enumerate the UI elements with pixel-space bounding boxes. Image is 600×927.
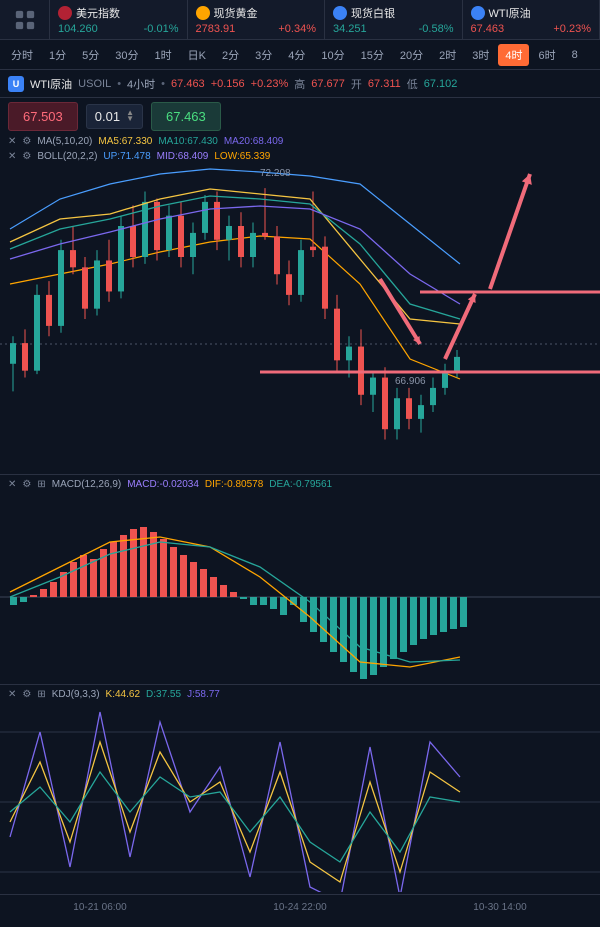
close-icon[interactable]: ✕ — [8, 479, 16, 490]
high-label: 高 — [294, 76, 305, 92]
kdj-k-value: K:44.62 — [106, 689, 140, 700]
macd-label: MACD(12,26,9) — [52, 479, 121, 490]
instrument-period: 4小时 — [127, 76, 155, 92]
open-value: 67.311 — [368, 78, 401, 90]
instrument-name[interactable]: WTI原油 — [30, 76, 72, 92]
macd-value: MACD:-0.02034 — [127, 479, 199, 490]
step-value: 0.01 — [95, 109, 120, 124]
expand-icon[interactable]: ⊞ — [37, 689, 45, 700]
step-arrows-icon[interactable]: ▲▼ — [126, 110, 134, 122]
timeframe-button[interactable]: 1分 — [42, 44, 73, 66]
app-grid-icon[interactable] — [0, 0, 50, 39]
timeframe-button[interactable]: 日K — [181, 44, 213, 66]
kdj-d-value: D:37.55 — [146, 689, 181, 700]
close-icon[interactable]: ✕ — [8, 151, 16, 162]
ticker-item[interactable]: 美元指数 104.260-0.01% — [50, 0, 188, 39]
kdj-j-value: J:58.77 — [187, 689, 220, 700]
grid-icon — [14, 9, 36, 31]
price-change-pct: +0.23% — [251, 78, 289, 90]
settings-icon[interactable]: ⚙ — [22, 151, 31, 162]
boll-indicator-row: ✕ ⚙ BOLL(20,2,2) UP:71.478 MID:68.409 LO… — [0, 149, 600, 164]
svg-text:72.208: 72.208 — [260, 168, 291, 179]
high-value: 67.677 — [311, 78, 345, 90]
time-label: 10-30 14:00 — [473, 902, 526, 913]
timeframe-button[interactable]: 4分 — [281, 44, 312, 66]
timeframe-button[interactable]: 20分 — [393, 44, 430, 66]
expand-icon[interactable]: ⊞ — [37, 479, 45, 490]
timeframe-button[interactable]: 5分 — [75, 44, 106, 66]
price-change: +0.156 — [211, 78, 245, 90]
instrument-info-bar: U WTI原油 USOIL • 4小时 • 67.463 +0.156 +0.2… — [0, 70, 600, 98]
timeframe-button[interactable]: 6时 — [531, 44, 562, 66]
timeframe-button[interactable]: 4时 — [498, 44, 529, 66]
timeframe-button[interactable]: 15分 — [354, 44, 391, 66]
timeframe-button[interactable]: 8 — [565, 46, 585, 64]
buy-price-box[interactable]: 67.463 — [151, 102, 221, 131]
ticker-item[interactable]: WTI原油 67.463+0.23% — [463, 0, 600, 39]
ticker-item[interactable]: 现货黄金 2783.91+0.34% — [188, 0, 326, 39]
ma-label: MA(5,10,20) — [37, 136, 92, 147]
ma-indicator-row: ✕ ⚙ MA(5,10,20) MA5:67.330 MA10:67.430 M… — [0, 134, 600, 149]
open-label: 开 — [351, 76, 362, 92]
price-input-row: 67.503 0.01 ▲▼ 67.463 — [0, 98, 600, 134]
step-box[interactable]: 0.01 ▲▼ — [86, 104, 143, 129]
settings-icon[interactable]: ⚙ — [22, 479, 31, 490]
timeframe-button[interactable]: 30分 — [108, 44, 145, 66]
boll-label: BOLL(20,2,2) — [37, 151, 97, 162]
ticker-item[interactable]: 现货白银 34.251-0.58% — [325, 0, 463, 39]
kdj-label: KDJ(9,3,3) — [52, 689, 100, 700]
timeframe-button[interactable]: 1时 — [148, 44, 179, 66]
close-icon[interactable]: ✕ — [8, 689, 16, 700]
low-label: 低 — [407, 76, 418, 92]
time-label: 10-21 06:00 — [73, 902, 126, 913]
boll-low-value: LOW:65.339 — [214, 151, 270, 162]
timeframe-button[interactable]: 2时 — [432, 44, 463, 66]
main-chart[interactable]: 72.208 66.906 — [0, 164, 600, 474]
time-axis: 10-21 06:00 10-24 22:00 10-30 14:00 — [0, 894, 600, 919]
low-value: 67.102 — [424, 78, 458, 90]
timeframe-button[interactable]: 10分 — [314, 44, 351, 66]
timeframe-button[interactable]: 分时 — [4, 44, 40, 66]
instrument-code: USOIL — [78, 78, 111, 90]
dea-value: DEA:-0.79561 — [269, 479, 332, 490]
timeframe-bar: 分时1分5分30分1时日K2分3分4分10分15分20分2时3时4时6时8 — [0, 40, 600, 70]
boll-up-value: UP:71.478 — [103, 151, 150, 162]
svg-text:66.906: 66.906 — [395, 376, 426, 387]
boll-mid-value: MID:68.409 — [157, 151, 209, 162]
timeframe-button[interactable]: 3时 — [465, 44, 496, 66]
ma20-value: MA20:68.409 — [224, 136, 284, 147]
kdj-panel[interactable]: ✕ ⚙ ⊞ KDJ(9,3,3) K:44.62 D:37.55 J:58.77 — [0, 684, 600, 894]
instrument-badge: U — [8, 76, 24, 92]
macd-panel[interactable]: ✕ ⚙ ⊞ MACD(12,26,9) MACD:-0.02034 DIF:-0… — [0, 474, 600, 684]
ma10-value: MA10:67.430 — [158, 136, 218, 147]
dif-value: DIF:-0.80578 — [205, 479, 263, 490]
close-icon[interactable]: ✕ — [8, 136, 16, 147]
settings-icon[interactable]: ⚙ — [22, 136, 31, 147]
last-price: 67.463 — [171, 78, 205, 90]
ma5-value: MA5:67.330 — [98, 136, 152, 147]
time-label: 10-24 22:00 — [273, 902, 326, 913]
settings-icon[interactable]: ⚙ — [22, 689, 31, 700]
sell-price-box[interactable]: 67.503 — [8, 102, 78, 131]
ticker-bar: 美元指数 104.260-0.01%现货黄金 2783.91+0.34%现货白银… — [0, 0, 600, 40]
timeframe-button[interactable]: 3分 — [248, 44, 279, 66]
timeframe-button[interactable]: 2分 — [215, 44, 246, 66]
